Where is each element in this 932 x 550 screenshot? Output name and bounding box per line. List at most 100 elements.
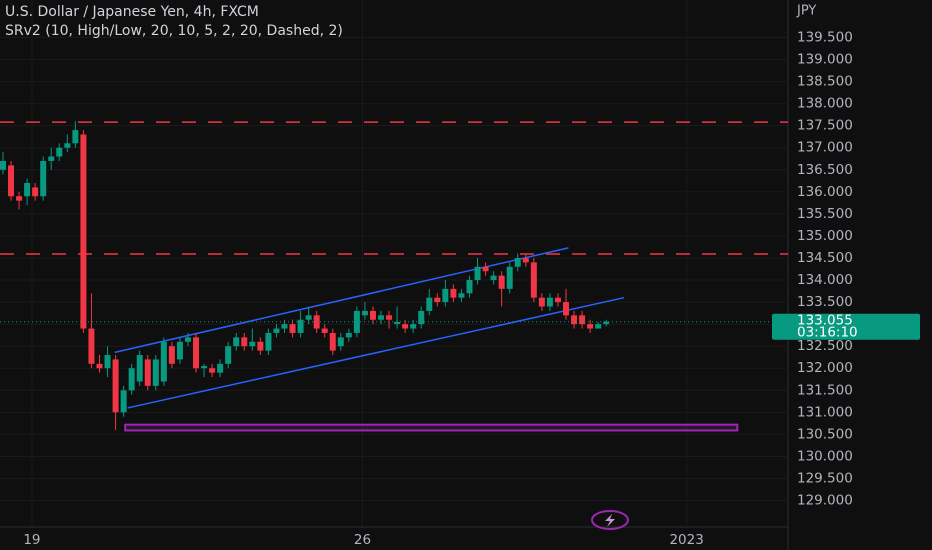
y-tick-label: 132.500 bbox=[797, 338, 853, 354]
candle bbox=[96, 355, 103, 373]
y-tick-label: 136.000 bbox=[797, 184, 853, 200]
candle bbox=[152, 355, 159, 391]
y-tick-label: 134.000 bbox=[797, 272, 853, 288]
y-tick-label: 135.500 bbox=[797, 206, 853, 222]
channel-line bbox=[127, 296, 625, 409]
plot bbox=[0, 0, 788, 527]
candle-body bbox=[474, 266, 481, 281]
candle-body bbox=[450, 288, 457, 298]
candle-body bbox=[498, 275, 505, 289]
candle bbox=[16, 191, 23, 210]
candle bbox=[136, 350, 143, 386]
button-icon[interactable] bbox=[605, 514, 615, 527]
candle-body bbox=[386, 315, 393, 320]
candle bbox=[434, 293, 441, 307]
x-tick-label: 2023 bbox=[669, 532, 703, 548]
x-tick-label: 26 bbox=[354, 532, 371, 548]
candle-body bbox=[128, 368, 135, 391]
candle-body bbox=[579, 315, 586, 325]
candle-body bbox=[40, 160, 47, 197]
y-tick-label: 131.000 bbox=[797, 404, 853, 420]
y-tick-label: 132.000 bbox=[797, 360, 853, 376]
candle bbox=[80, 130, 87, 333]
candle-body bbox=[281, 324, 288, 329]
candle bbox=[24, 178, 31, 206]
candle bbox=[595, 321, 602, 329]
candle bbox=[450, 284, 457, 303]
candle bbox=[579, 310, 586, 329]
candle bbox=[0, 152, 6, 175]
candle bbox=[184, 332, 191, 347]
candle bbox=[402, 319, 409, 333]
candle bbox=[233, 332, 240, 351]
candle-body bbox=[571, 315, 578, 325]
candle-body bbox=[587, 324, 594, 329]
candle-body bbox=[56, 147, 63, 157]
candle bbox=[209, 363, 216, 378]
candle-body bbox=[329, 332, 336, 351]
countdown-label: 03:16:10 bbox=[797, 325, 858, 341]
candle bbox=[176, 337, 183, 364]
candle-body bbox=[88, 328, 95, 364]
y-tick-label: 133.500 bbox=[797, 294, 853, 310]
candle-body bbox=[249, 341, 256, 347]
y-tick-label: 129.500 bbox=[797, 470, 853, 486]
candle bbox=[361, 302, 368, 320]
candle bbox=[201, 363, 208, 378]
candle bbox=[546, 293, 553, 311]
y-tick-label: 138.500 bbox=[797, 74, 853, 90]
replay-button[interactable] bbox=[591, 510, 629, 530]
support-zone bbox=[124, 423, 739, 432]
candle-body bbox=[168, 346, 175, 364]
candle-body bbox=[361, 310, 368, 316]
candle-body bbox=[265, 332, 272, 351]
candle bbox=[112, 355, 119, 430]
candle-body bbox=[442, 288, 449, 303]
candle-body bbox=[96, 363, 103, 369]
candle bbox=[554, 293, 561, 307]
y-tick-label: 131.500 bbox=[797, 382, 853, 398]
candle-body bbox=[546, 297, 553, 307]
candle bbox=[48, 147, 55, 170]
candle bbox=[410, 319, 417, 333]
candle-body bbox=[289, 324, 296, 333]
candle-body bbox=[321, 328, 328, 333]
candle-body bbox=[136, 355, 143, 382]
candle bbox=[329, 328, 336, 356]
candle-body bbox=[32, 187, 39, 197]
candle bbox=[257, 337, 264, 356]
candle bbox=[160, 337, 167, 386]
candle-body bbox=[554, 297, 561, 303]
candle bbox=[305, 306, 312, 325]
candle-body bbox=[458, 293, 465, 298]
candle-body bbox=[16, 196, 23, 201]
candle bbox=[490, 271, 497, 285]
button-outline[interactable] bbox=[591, 510, 629, 530]
y-tick-label: 139.000 bbox=[797, 52, 853, 68]
candle bbox=[104, 346, 111, 378]
candle-body bbox=[72, 130, 79, 144]
candle-body bbox=[217, 363, 224, 373]
y-tick-label: 137.000 bbox=[797, 140, 853, 156]
candle bbox=[273, 324, 280, 338]
candle bbox=[378, 310, 385, 325]
candle-body bbox=[563, 302, 570, 316]
candle-body bbox=[80, 134, 87, 329]
candle-body bbox=[506, 266, 513, 289]
candle bbox=[40, 156, 47, 201]
indicator-label: SRv2 (10, High/Low, 20, 10, 5, 2, 20, Da… bbox=[5, 23, 343, 39]
candle-body bbox=[8, 165, 15, 197]
candle bbox=[297, 310, 304, 338]
candle-body bbox=[176, 341, 183, 360]
candle-body bbox=[64, 143, 71, 148]
y-tick-label: 136.500 bbox=[797, 162, 853, 178]
candle bbox=[241, 332, 248, 351]
candle-body bbox=[209, 368, 216, 373]
candle bbox=[466, 275, 473, 298]
candle bbox=[474, 257, 481, 285]
candle-body bbox=[522, 257, 529, 263]
candle bbox=[530, 257, 537, 303]
candle bbox=[369, 306, 376, 325]
candle bbox=[482, 262, 489, 276]
candle-body bbox=[257, 341, 264, 351]
